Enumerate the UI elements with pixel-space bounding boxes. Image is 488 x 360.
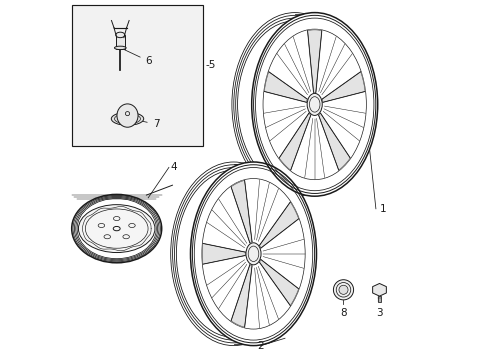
- Polygon shape: [259, 260, 298, 306]
- Ellipse shape: [306, 93, 322, 116]
- Text: 4: 4: [170, 162, 177, 172]
- Ellipse shape: [78, 204, 155, 253]
- Polygon shape: [307, 30, 321, 93]
- Polygon shape: [231, 180, 251, 243]
- Polygon shape: [372, 283, 386, 296]
- Ellipse shape: [245, 243, 261, 265]
- Text: 2: 2: [257, 341, 264, 351]
- Ellipse shape: [116, 32, 124, 38]
- Polygon shape: [279, 113, 310, 170]
- Text: -5: -5: [205, 60, 216, 70]
- Text: 7: 7: [134, 119, 159, 129]
- Text: 1: 1: [379, 204, 386, 214]
- Polygon shape: [322, 72, 365, 102]
- Circle shape: [338, 285, 347, 294]
- Bar: [377, 296, 381, 302]
- Polygon shape: [259, 202, 298, 248]
- Text: 3: 3: [375, 308, 382, 318]
- Polygon shape: [264, 72, 306, 102]
- Ellipse shape: [117, 104, 138, 127]
- Polygon shape: [202, 243, 245, 264]
- Polygon shape: [231, 265, 251, 327]
- Ellipse shape: [190, 162, 316, 346]
- Bar: [72, 5, 203, 146]
- Ellipse shape: [251, 13, 377, 196]
- Ellipse shape: [114, 46, 126, 50]
- Ellipse shape: [111, 112, 143, 125]
- Ellipse shape: [245, 243, 261, 265]
- Text: 8: 8: [340, 308, 346, 318]
- Bar: [116, 35, 124, 49]
- Text: 6: 6: [124, 50, 152, 66]
- Ellipse shape: [306, 93, 322, 116]
- Circle shape: [333, 280, 353, 300]
- Polygon shape: [318, 113, 349, 170]
